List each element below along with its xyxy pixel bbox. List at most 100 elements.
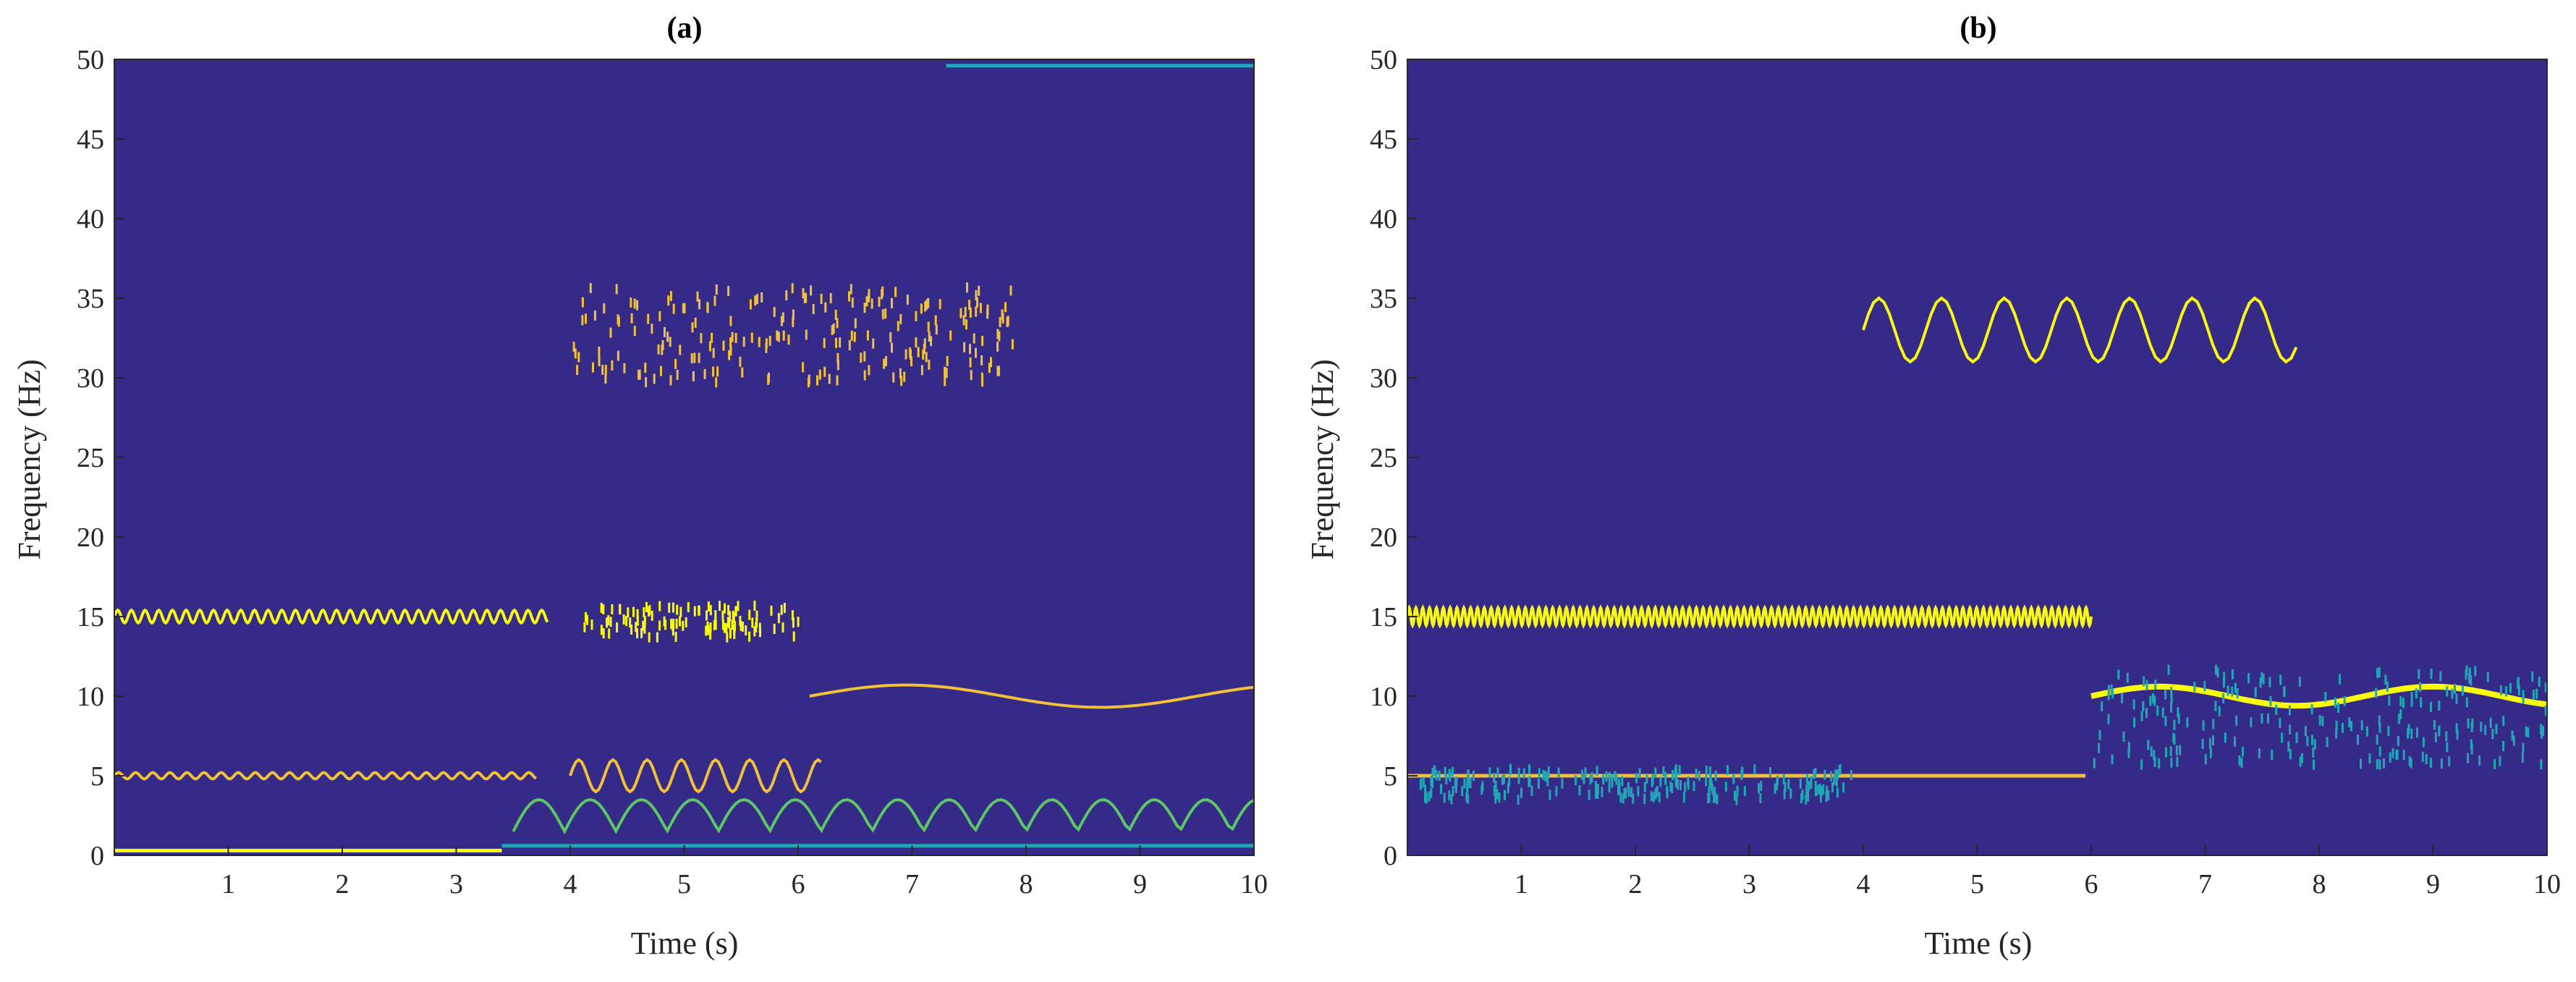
panel-a-mixed-33hz-mark	[729, 345, 732, 356]
panel-b-noise-10hz-mark	[2258, 748, 2261, 758]
panel-a-mixed-33hz-mark	[1004, 302, 1007, 313]
panel-a-ytick-label: 5	[90, 761, 104, 792]
panel-a-mixed-15hz-mark	[651, 610, 653, 621]
panel-b-noise-5hz-mark	[1671, 783, 1674, 794]
panel-b-noise-10hz-mark	[2335, 720, 2338, 731]
panel-a-mixed-15hz-mark	[643, 615, 646, 626]
panel-a-mixed-15hz-mark	[643, 607, 645, 618]
panel-b-noise-5hz-mark	[1758, 783, 1760, 794]
panel-a-mixed-33hz-mark	[870, 298, 873, 309]
panel-b-noise-5hz-mark	[1838, 764, 1841, 775]
panel-b-noise-10hz-mark	[2173, 719, 2176, 730]
panel-b-noise-10hz-mark	[2389, 752, 2391, 763]
panel-b-noise-5hz-mark	[1822, 784, 1825, 795]
panel-b-noise-10hz-mark	[2262, 674, 2265, 685]
panel-b-noise-10hz-mark	[2154, 680, 2157, 690]
panel-a-mixed-33hz-mark	[604, 373, 607, 384]
panel-b-noise-5hz-mark	[1678, 765, 1681, 776]
panel-b-noise-5hz-mark	[1830, 771, 1833, 782]
panel-a-mixed-15hz-mark	[753, 626, 756, 637]
panel-a-mixed-33hz-mark	[964, 307, 967, 318]
panel-a-mixed-15hz-mark	[606, 617, 609, 628]
panel-a-low-arcs	[512, 797, 1254, 834]
panel-a-mixed-33hz-mark	[776, 330, 779, 341]
panel-b-noise-5hz-mark	[1651, 774, 1654, 784]
panel-b-noise-5hz-mark	[1836, 769, 1839, 780]
panel-b-ytick-label: 35	[1370, 284, 1397, 314]
panel-a-mixed-33hz-mark	[661, 344, 664, 355]
panel-b-ytick-label: 45	[1370, 124, 1397, 155]
panel-b-noise-5hz-mark	[1774, 783, 1776, 794]
panel-b-ridge-10hz-wave	[2090, 683, 2547, 709]
panel-a-mixed-33hz-mark	[980, 372, 983, 383]
panel-a-mixed-33hz-mark	[805, 292, 808, 303]
panel-a-mixed-33hz-mark	[836, 375, 839, 386]
panel-b-noise-5hz-mark	[1695, 769, 1698, 779]
panel-a-mixed-15hz-mark	[721, 619, 724, 630]
panel-b-noise-5hz-mark	[1805, 774, 1808, 784]
panel-b-noise-5hz-mark	[1705, 766, 1708, 776]
panel-a-mixed-33hz-mark	[851, 297, 854, 308]
panel-b-noise-10hz-mark	[2202, 720, 2205, 731]
panel-b-noise-10hz-mark	[2170, 687, 2173, 698]
panel-b-noise-5hz-mark	[1463, 778, 1466, 789]
panel-b-noise-10hz-mark	[2259, 677, 2262, 688]
panel-a-mixed-33hz-mark	[973, 333, 975, 344]
panel-b-noise-5hz-mark	[1433, 765, 1436, 776]
panel-b-noise-10hz-mark	[2509, 682, 2512, 693]
panel-a-mixed-33hz-mark	[708, 341, 711, 352]
panel-a-mixed-15hz-mark	[729, 628, 732, 639]
panel-b-noise-5hz-mark	[1496, 789, 1499, 800]
panel-b-noise-5hz-mark	[1467, 793, 1470, 804]
panel-b-noise-10hz-mark	[2387, 726, 2390, 737]
panel-b-ytick-label: 50	[1370, 45, 1397, 75]
panel-a-mixed-33hz-mark	[935, 324, 938, 335]
panel-b-noise-5hz-mark	[1454, 778, 1457, 789]
panel-a-mixed-33hz-mark	[965, 319, 967, 330]
panel-a-mixed-33hz-mark	[615, 284, 618, 295]
panel-a-mixed-33hz-mark	[969, 308, 972, 318]
panel-a-mixed-15hz-mark	[670, 619, 673, 630]
panel-a-mixed-33hz-mark	[988, 363, 991, 373]
panel-b-noise-5hz-mark	[1732, 774, 1735, 784]
panel-b-xtick-label: 10	[2533, 869, 2561, 900]
panel-b-noise-5hz-mark	[1835, 776, 1838, 787]
panel-a-mixed-15hz-mark	[726, 632, 729, 643]
panel-b-noise-5hz-mark	[1662, 766, 1665, 776]
panel-b-noise-5hz-mark	[1643, 794, 1646, 804]
panel-b-noise-10hz-mark	[2223, 672, 2226, 682]
panel-b-noise-5hz-mark	[1805, 784, 1808, 795]
panel-a-mixed-33hz-mark	[904, 349, 907, 360]
panel-b-noise-5hz-mark	[1724, 782, 1727, 792]
panel-a-xlabel: Time (s)	[631, 926, 739, 961]
panel-b-noise-10hz-mark	[2111, 688, 2114, 699]
panel-a-mixed-15hz-mark	[770, 605, 773, 616]
panel-a-mixed-33hz-mark	[975, 347, 977, 358]
panel-b-noise-10hz-mark	[2415, 688, 2418, 699]
panel-a-mixed-15hz-mark	[724, 603, 726, 614]
panel-a-mixed-33hz-mark	[802, 288, 805, 299]
panel-b-noise-10hz-mark	[2287, 741, 2290, 752]
panel-a-mixed-33hz-mark	[669, 336, 671, 347]
panel-b-noise-5hz-mark	[1542, 769, 1545, 780]
panel-b-noise-10hz-mark	[2465, 697, 2468, 708]
panel-b-noise-5hz-mark	[1508, 776, 1511, 787]
panel-a-mixed-33hz-mark	[1001, 309, 1004, 320]
panel-b-noise-5hz-mark	[1698, 771, 1700, 782]
panel-b-noise-10hz-mark	[2422, 737, 2425, 748]
panel-b-noise-5hz-mark	[1708, 778, 1711, 788]
panel-a-mixed-33hz-mark	[906, 295, 909, 305]
panel-b-noise-5hz-mark	[1674, 764, 1677, 775]
panel-b-noise-10hz-mark	[2326, 737, 2329, 748]
panel-b-noise-10hz-mark	[2448, 756, 2451, 766]
panel-a-mixed-33hz-mark	[630, 313, 633, 323]
panel-b-noise-10hz-mark	[2455, 693, 2458, 704]
panel-a-mixed-33hz-mark	[968, 300, 971, 310]
panel-b-noise-10hz-mark	[2304, 726, 2307, 737]
panel-b-noise-5hz-mark	[1664, 775, 1667, 786]
panel-b-noise-5hz-mark	[1548, 790, 1551, 800]
panel-a-xtick-label: 2	[336, 869, 349, 900]
panel-b-noise-5hz-mark	[1494, 780, 1497, 791]
panel-b-noise-10hz-mark	[2165, 747, 2167, 758]
